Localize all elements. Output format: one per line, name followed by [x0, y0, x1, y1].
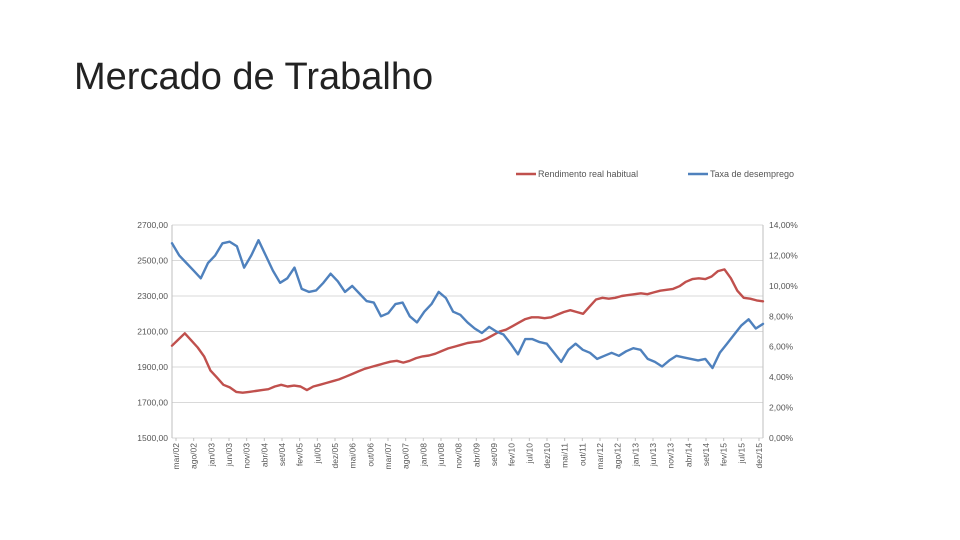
x-tick-label: jul/05 [312, 443, 322, 465]
legend-label: Rendimento real habitual [538, 169, 638, 179]
x-tick-label: dez/05 [330, 443, 340, 469]
y-right-tick-label: 0,00% [769, 433, 794, 443]
chart-legend: Rendimento real habitual Taxa de desempre… [516, 169, 794, 179]
slide-title: Mercado de Trabalho [74, 56, 434, 98]
series-line-taxa-desemprego [170, 238, 765, 370]
x-tick-label: ago/12 [613, 443, 623, 469]
x-tick-label: nov/03 [242, 443, 252, 469]
y-left-tick-label: 2700,00 [137, 220, 168, 230]
x-tick-label: dez/10 [542, 443, 552, 469]
y-right-tick-label: 14,00% [769, 220, 798, 230]
x-tick-label: dez/15 [754, 443, 764, 469]
x-tick-label: abr/04 [259, 443, 269, 467]
x-tick-label: nov/13 [666, 443, 676, 469]
x-tick-label: jan/08 [418, 443, 428, 467]
x-tick-label: jul/10 [524, 443, 534, 465]
x-tick-label: fev/05 [295, 443, 305, 466]
x-tick-label: out/11 [577, 443, 587, 466]
y-right-tick-label: 6,00% [769, 342, 794, 352]
x-tick-label: fev/10 [507, 443, 517, 466]
y-left-tick-label: 2500,00 [137, 256, 168, 266]
x-tick-label: jul/15 [736, 443, 746, 465]
x-tick-label: jun/03 [224, 443, 234, 467]
x-tick-label: nov/08 [454, 443, 464, 469]
x-tick-label: ago/07 [401, 443, 411, 469]
y-left-tick-label: 1700,00 [137, 398, 168, 408]
y-left-tick-label: 2300,00 [137, 291, 168, 301]
x-tick-label: abr/14 [683, 443, 693, 467]
x-tick-label: abr/09 [471, 443, 481, 467]
x-tick-label: mai/11 [560, 443, 570, 468]
y-right-tick-label: 12,00% [769, 250, 798, 260]
x-tick-label: ago/02 [189, 443, 199, 469]
y-left-tick-label: 2100,00 [137, 327, 168, 337]
y-left-axis-ticks: 1500,00 1700,00 1900,00 2100,00 2300,00 2500,… [137, 220, 168, 443]
x-tick-label: jun/13 [648, 443, 658, 467]
x-tick-label: jan/13 [630, 443, 640, 467]
x-tick-label: jan/03 [206, 443, 216, 467]
x-tick-label: mar/07 [383, 443, 393, 470]
x-tick-label: set/09 [489, 443, 499, 466]
x-tick-label: jun/08 [436, 443, 446, 467]
y-right-tick-label: 4,00% [769, 372, 794, 382]
x-tick-label: fev/15 [719, 443, 729, 466]
y-right-tick-label: 8,00% [769, 311, 794, 321]
legend-label: Taxa de desemprego [710, 169, 794, 179]
x-tick-label: mai/06 [348, 443, 358, 469]
grid-lines [171, 224, 764, 439]
series-line-rendimento-real [170, 268, 765, 394]
x-axis-ticks: mar/02 ago/02 jan/03 jun/03 nov/03 abr/04 set/… [171, 438, 764, 469]
y-left-tick-label: 1900,00 [137, 362, 168, 372]
x-tick-label: mar/12 [595, 443, 605, 470]
y-left-tick-label: 1500,00 [137, 433, 168, 443]
x-tick-label: set/14 [701, 443, 711, 466]
series-lines [170, 238, 765, 394]
y-right-tick-label: 2,00% [769, 403, 794, 413]
y-right-tick-label: 10,00% [769, 281, 798, 291]
x-tick-label: set/04 [277, 443, 287, 466]
x-tick-label: mar/02 [171, 443, 181, 470]
y-right-axis-ticks: 0,00% 2,00% 4,00% 6,00% 8,00% 10,00% 12,00% 14,… [769, 220, 798, 443]
x-tick-label: out/06 [365, 443, 375, 467]
